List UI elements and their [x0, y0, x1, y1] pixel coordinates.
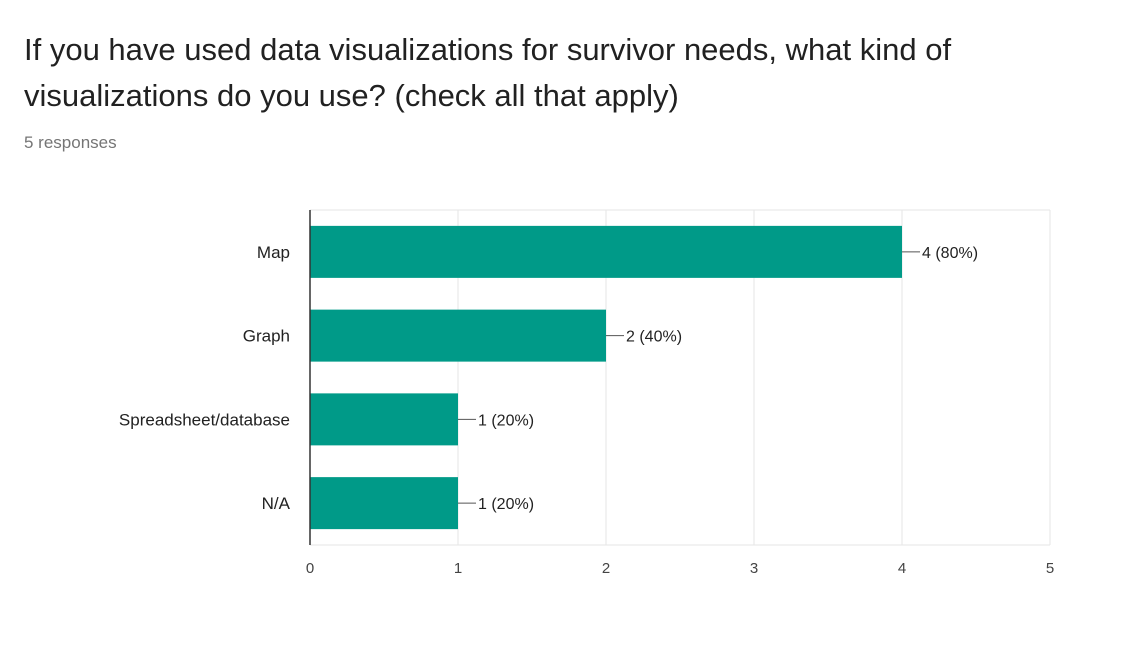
x-tick-label: 3 [750, 560, 758, 577]
bar [310, 477, 458, 530]
category-label: Graph [243, 327, 290, 346]
x-tick-label: 1 [454, 560, 462, 577]
x-tick-label: 5 [1046, 560, 1054, 577]
category-label: Map [257, 243, 290, 262]
question-title: If you have used data visualizations for… [24, 32, 952, 113]
bar [310, 393, 458, 446]
bar [310, 225, 902, 278]
data-label: 1 (20%) [478, 496, 534, 513]
x-tick-label: 0 [306, 560, 314, 577]
response-count: 5 responses [24, 133, 117, 152]
category-label: N/A [262, 494, 291, 513]
x-tick-label: 4 [898, 560, 906, 577]
x-tick-label: 2 [602, 560, 610, 577]
data-label: 2 (40%) [626, 329, 682, 346]
data-label: 1 (20%) [478, 412, 534, 429]
data-label: 4 (80%) [922, 245, 978, 262]
bar [310, 309, 606, 362]
category-label: Spreadsheet/database [119, 410, 290, 429]
